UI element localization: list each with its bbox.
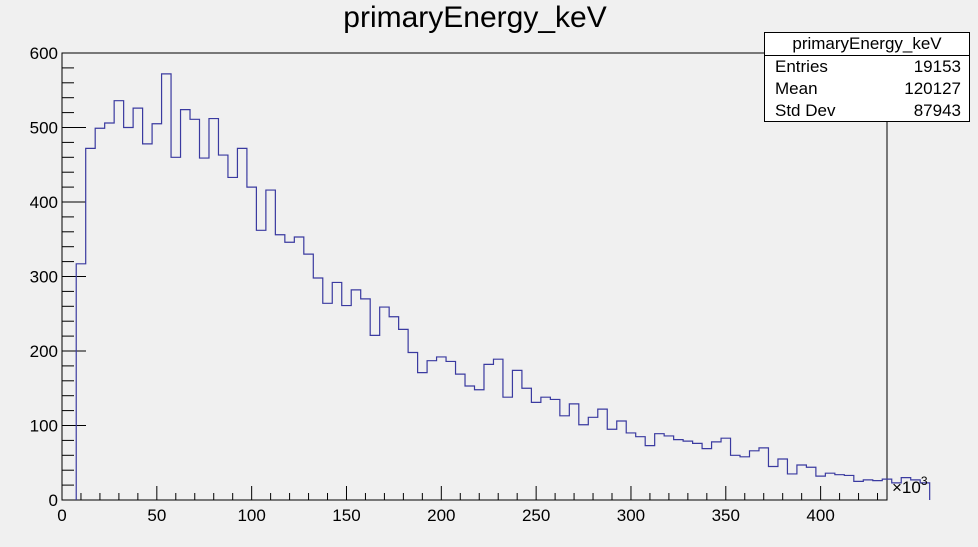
y-tick-label: 0	[49, 491, 58, 510]
x-exponent-label: ×103	[892, 474, 928, 497]
x-tick-label: 0	[57, 506, 66, 525]
stats-row-mean: Mean 120127	[765, 78, 969, 100]
stats-label: Entries	[775, 57, 828, 76]
stats-value: 120127	[904, 79, 961, 98]
x-tick-label: 300	[617, 506, 645, 525]
x-tick-label: 100	[237, 506, 265, 525]
stats-label: Mean	[775, 79, 818, 98]
y-tick-label: 200	[30, 342, 58, 361]
stats-title: primaryEnergy_keV	[765, 33, 969, 56]
x-tick-label: 50	[147, 506, 166, 525]
x-tick-label: 250	[522, 506, 550, 525]
x-tick-label: 400	[806, 506, 834, 525]
stats-label: Std Dev	[775, 101, 836, 120]
x-tick-label: 150	[332, 506, 360, 525]
y-tick-label: 300	[30, 268, 58, 287]
x-tick-label: 350	[712, 506, 740, 525]
x-axis: 0 50 100 150 200 250 300 350 400	[57, 486, 879, 525]
x-tick-label: 200	[427, 506, 455, 525]
y-tick-label: 500	[30, 119, 58, 138]
stats-value: 87943	[913, 101, 961, 120]
stats-value: 19153	[913, 57, 961, 76]
y-tick-label: 400	[30, 193, 58, 212]
y-tick-label: 100	[30, 417, 58, 436]
y-tick-label: 600	[30, 44, 58, 63]
stats-row-stddev: Std Dev 87943	[765, 100, 969, 122]
chart-title: primaryEnergy_keV	[343, 1, 606, 34]
stats-row-entries: Entries 19153	[765, 56, 969, 78]
y-axis: 0 100 200 300 400 500 600	[30, 44, 86, 510]
stats-box: primaryEnergy_keV Entries 19153 Mean 120…	[764, 32, 970, 122]
histogram-series	[75, 73, 931, 500]
